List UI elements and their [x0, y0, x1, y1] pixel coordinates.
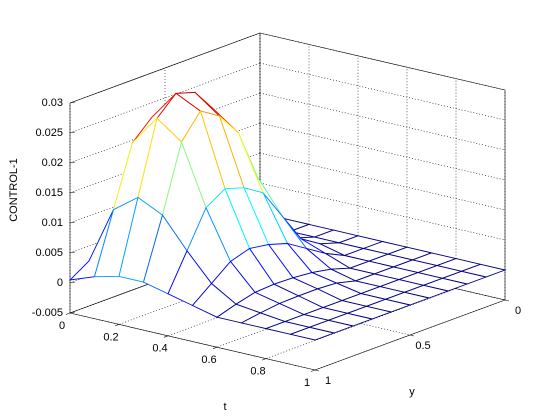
- y-tick: [314, 369, 320, 372]
- grid-line: [265, 288, 457, 359]
- y-tick-label: 0: [515, 305, 521, 317]
- x-tick: [212, 346, 218, 349]
- y-tick: [504, 299, 510, 302]
- z-tick-label: 0.025: [35, 127, 63, 139]
- x-axis-label: t: [223, 401, 226, 413]
- z-tick: [69, 221, 76, 224]
- x-tick-label: 0.8: [250, 366, 265, 378]
- grid-line: [69, 62, 261, 134]
- x-tick-label: 1: [304, 377, 310, 389]
- x-tick: [65, 312, 71, 315]
- z-axis-label: CONTROL-1: [8, 158, 20, 222]
- z-tick: [69, 251, 76, 254]
- z-tick-label: 0: [57, 277, 63, 289]
- x-tick-label: 0.4: [152, 343, 167, 355]
- z-tick-label: 0.01: [42, 217, 63, 229]
- z-tick: [69, 161, 76, 164]
- x-tick: [310, 369, 316, 372]
- grid-line: [259, 122, 506, 181]
- z-tick: [69, 191, 76, 194]
- axis-box: [69, 312, 316, 371]
- mesh-cell: [288, 326, 336, 341]
- z-tick-label: 0.02: [42, 157, 63, 169]
- y-tick: [409, 334, 415, 337]
- grid-line: [69, 92, 261, 164]
- grid-line: [259, 62, 506, 121]
- x-tick: [261, 358, 267, 361]
- x-tick-label: 0.6: [201, 354, 216, 366]
- grid-line: [69, 32, 261, 104]
- grid-line: [259, 92, 506, 151]
- y-tick-label: 1: [325, 375, 331, 387]
- axis-box: [259, 32, 506, 91]
- z-tick: [69, 101, 76, 104]
- z-tick-label: 0.015: [35, 187, 63, 199]
- z-tick: [69, 281, 76, 284]
- x-tick: [163, 335, 169, 338]
- z-tick: [69, 131, 76, 134]
- y-axis-label: y: [409, 386, 415, 398]
- z-tick-label: -0.005: [32, 307, 63, 319]
- grid-line: [259, 152, 506, 211]
- y-tick-label: 0.5: [415, 340, 430, 352]
- grid-line: [314, 299, 506, 371]
- x-tick-label: 0.2: [103, 331, 118, 343]
- z-tick-label: 0.03: [42, 97, 63, 109]
- z-tick-label: 0.005: [35, 247, 63, 259]
- x-tick: [114, 324, 120, 327]
- x-tick-label: 0: [59, 320, 65, 332]
